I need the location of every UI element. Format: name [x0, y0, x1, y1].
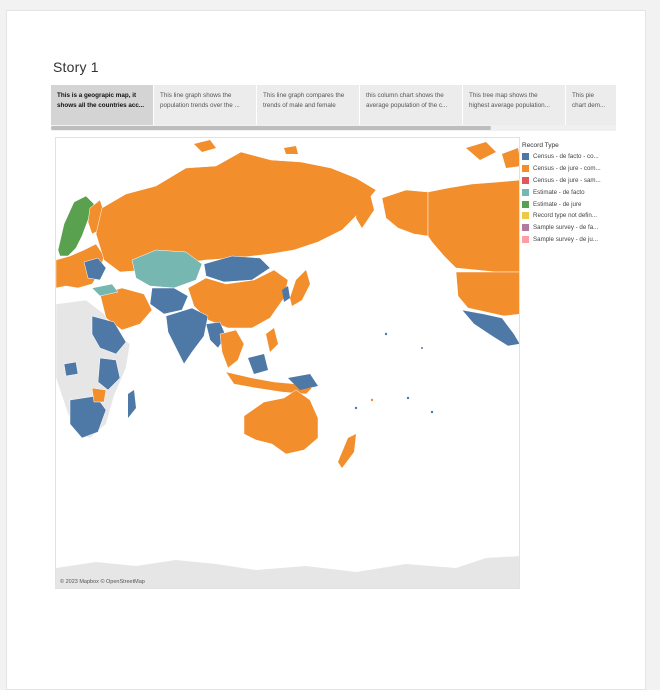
tabs-scrollbar-thumb[interactable]: [51, 126, 491, 130]
region-central-asia[interactable]: [149, 287, 189, 315]
tab-caption-line: highest average population...: [469, 102, 550, 109]
legend-label: Estimate - de jure: [533, 200, 582, 208]
legend-swatch: [522, 176, 529, 184]
region-middle-east[interactable]: [99, 287, 153, 331]
legend-label: Estimate - de facto: [533, 188, 585, 196]
story-point-tab-3[interactable]: This line graph compares the trends of m…: [257, 85, 360, 125]
legend-swatch: [522, 235, 529, 243]
region-kazakhstan[interactable]: [131, 249, 203, 289]
region-turkey[interactable]: [91, 283, 119, 297]
world-map[interactable]: © 2023 Mapbox © OpenStreetMap: [55, 137, 520, 589]
story-point-tab-6[interactable]: This pie chart dem...: [566, 85, 612, 125]
legend-label: Census - de jure - sam...: [533, 176, 601, 184]
region-africa-south[interactable]: [69, 395, 107, 439]
legend-item[interactable]: Record type not defin...: [522, 210, 614, 222]
region-canada-islands[interactable]: [502, 148, 520, 168]
region-alaska[interactable]: [381, 189, 429, 237]
region-philippines[interactable]: [266, 328, 278, 352]
legend-swatch: [522, 153, 529, 161]
legend-title: Record Type: [522, 142, 559, 149]
region-mongolia[interactable]: [203, 255, 271, 283]
dashboard-page: Story 1 This is a geograpic map, it show…: [6, 10, 646, 690]
region-africa-east[interactable]: [91, 315, 127, 355]
legend-label: Sample survey - de ju...: [533, 235, 598, 243]
legend-swatch: [522, 188, 529, 196]
region-pacific-island: [370, 398, 374, 402]
region-india[interactable]: [165, 307, 209, 365]
legend-swatch: [522, 212, 529, 220]
region-pacific-island: [406, 396, 410, 400]
story-point-tab-5[interactable]: This tree map shows the highest average …: [463, 85, 566, 125]
region-russia[interactable]: [95, 151, 377, 273]
tab-caption-line: This line graph shows the: [160, 92, 232, 99]
region-borneo[interactable]: [248, 354, 268, 374]
tab-caption-line: trends of male and female: [263, 102, 336, 109]
region-korea[interactable]: [282, 286, 290, 302]
tab-caption-line: average population of the c...: [366, 102, 448, 109]
legend-label: Census - de jure - com...: [533, 165, 601, 173]
region-africa-central[interactable]: [97, 357, 121, 391]
story-point-tab-2[interactable]: This line graph shows the population tre…: [154, 85, 257, 125]
legend-swatch: [522, 200, 529, 208]
tab-caption-line: This pie: [572, 92, 595, 99]
legend-item[interactable]: Estimate - de jure: [522, 198, 614, 210]
region-australia[interactable]: [243, 389, 319, 455]
legend-item[interactable]: Estimate - de facto: [522, 186, 614, 198]
region-new-zealand[interactable]: [338, 434, 356, 468]
tab-caption-line: This line graph compares the: [263, 92, 345, 99]
region-indochina[interactable]: [219, 329, 245, 369]
story-point-tab-4[interactable]: this column chart shows the average popu…: [360, 85, 463, 125]
legend-item[interactable]: Census - de jure - com...: [522, 163, 614, 175]
region-indonesia[interactable]: [225, 371, 313, 395]
region-europe-blue[interactable]: [83, 257, 107, 281]
legend-item[interactable]: Census - de facto - co...: [522, 151, 614, 163]
legend-item[interactable]: Sample survey - de fa...: [522, 222, 614, 234]
tab-caption-line: population trends over the ...: [160, 102, 240, 109]
region-pacific-island: [354, 406, 358, 410]
region-kamchatka[interactable]: [356, 194, 374, 228]
story-point-tabs: This is a geograpic map, it shows all th…: [51, 85, 616, 125]
region-africa-orange[interactable]: [91, 387, 107, 403]
legend-swatch: [522, 224, 529, 232]
tab-caption-line: This is a geograpic map, it: [57, 92, 137, 99]
region-canada[interactable]: [427, 179, 520, 273]
region-antarctica: [56, 556, 519, 588]
region-africa-west[interactable]: [63, 361, 79, 377]
legend-swatch: [522, 165, 529, 173]
tab-caption-line: shows all the countries acc...: [57, 102, 145, 109]
legend-label: Record type not defin...: [533, 212, 597, 220]
legend-item[interactable]: Sample survey - de ju...: [522, 234, 614, 246]
region-new-guinea[interactable]: [288, 374, 318, 390]
story-point-tab-1[interactable]: This is a geograpic map, it shows all th…: [51, 85, 154, 125]
tab-caption-line: chart dem...: [572, 102, 606, 109]
region-canada-islands[interactable]: [466, 142, 496, 160]
legend-item[interactable]: Census - de jure - sam...: [522, 175, 614, 187]
region-arctic-island[interactable]: [194, 140, 216, 152]
region-madagascar[interactable]: [128, 390, 136, 418]
region-japan[interactable]: [290, 270, 310, 306]
region-pacific-island: [421, 347, 423, 349]
region-usa[interactable]: [455, 271, 520, 317]
map-attribution[interactable]: © 2023 Mapbox © OpenStreetMap: [60, 579, 145, 585]
tab-caption-line: This tree map shows the: [469, 92, 538, 99]
map-canvas[interactable]: [56, 138, 520, 589]
record-type-legend: Record Type Census - de facto - co... Ce…: [522, 142, 614, 245]
region-scandinavia[interactable]: [57, 195, 95, 257]
region-pacific-island: [430, 410, 434, 414]
tab-caption-line: this column chart shows the: [366, 92, 444, 99]
region-arctic-island[interactable]: [284, 146, 298, 154]
legend-label: Sample survey - de fa...: [533, 224, 599, 232]
region-mexico[interactable]: [461, 309, 520, 347]
legend-label: Census - de facto - co...: [533, 153, 599, 161]
story-title: Story 1: [53, 59, 99, 75]
region-pacific-island: [384, 332, 388, 336]
tabs-scrollbar[interactable]: [51, 125, 616, 131]
